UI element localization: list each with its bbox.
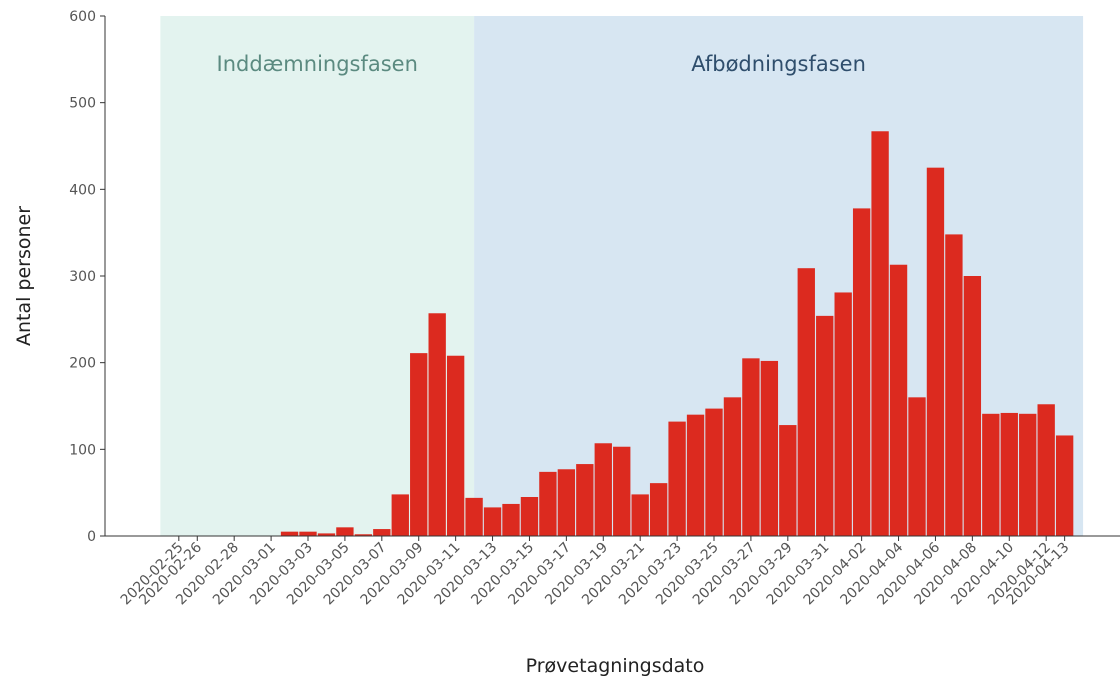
bar <box>391 494 409 536</box>
bar <box>483 507 502 536</box>
bar <box>982 413 1000 536</box>
bar <box>557 469 576 536</box>
y-tick-label: 100 <box>69 442 96 458</box>
bar <box>908 397 926 536</box>
bar <box>446 355 465 536</box>
bar <box>889 264 908 536</box>
bar <box>686 414 705 536</box>
y-tick-label: 400 <box>69 182 96 198</box>
bar <box>1055 435 1074 536</box>
bar <box>613 446 631 536</box>
bar <box>594 443 612 536</box>
bar <box>668 421 686 536</box>
bar <box>631 494 649 536</box>
bar <box>760 360 779 536</box>
x-axis-label: Prøvetagningsdato <box>526 655 705 677</box>
bar <box>502 503 520 536</box>
phase-label: Inddæmningsfasen <box>217 52 418 76</box>
bar <box>317 533 336 536</box>
y-tick-label: 200 <box>69 356 96 372</box>
y-tick-label: 0 <box>87 529 96 545</box>
bar <box>410 353 428 536</box>
bar <box>428 313 446 536</box>
y-tick-label: 300 <box>69 269 96 285</box>
bar <box>945 234 963 536</box>
bar <box>336 527 354 536</box>
bar <box>1037 404 1055 536</box>
bar <box>280 531 299 536</box>
bar <box>926 167 945 536</box>
bar <box>373 529 391 536</box>
bar <box>742 358 760 536</box>
phase-label: Afbødningsfasen <box>691 52 866 76</box>
y-tick-label: 600 <box>69 9 96 25</box>
bar <box>465 497 483 536</box>
bar <box>816 315 834 536</box>
bar <box>963 276 982 536</box>
bar <box>834 292 852 536</box>
bar <box>520 497 539 536</box>
y-tick-label: 500 <box>69 96 96 112</box>
y-axis-label: Antal personer <box>13 206 35 346</box>
bar <box>723 397 742 536</box>
bar <box>1019 413 1037 536</box>
bar <box>299 531 317 536</box>
bar <box>705 408 723 536</box>
bar <box>576 464 594 536</box>
bar <box>354 534 373 536</box>
bar <box>1000 412 1018 536</box>
bar <box>539 471 557 536</box>
bar <box>797 268 815 536</box>
bar <box>852 208 871 536</box>
bar <box>649 483 668 536</box>
phase-band <box>474 16 1084 536</box>
bar <box>779 425 797 536</box>
bar <box>871 131 889 536</box>
